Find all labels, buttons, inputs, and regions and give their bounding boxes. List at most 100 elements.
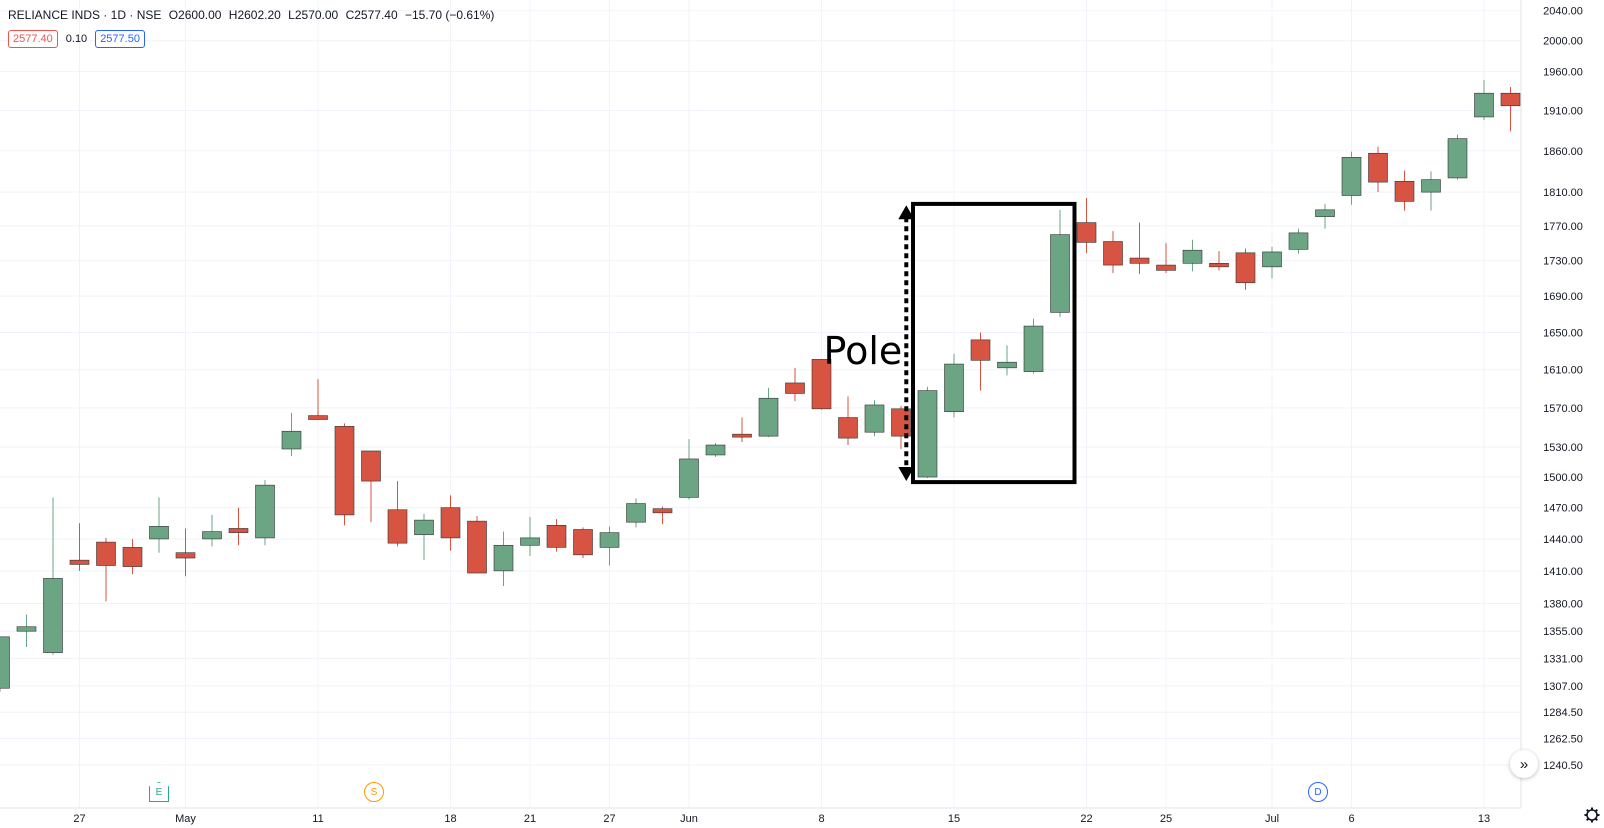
price-tick-label: 1240.50: [1543, 760, 1583, 772]
candle-body: [520, 537, 540, 546]
candle-body: [679, 458, 699, 498]
candle-up: [0, 636, 10, 692]
dividend-marker-icon[interactable]: D: [1308, 782, 1328, 802]
symbol-name[interactable]: RELIANCE INDS · 1D · NSE: [8, 8, 162, 22]
candle-down: [1500, 86, 1521, 132]
candle-up: [626, 498, 646, 528]
price-tick-label: 1910.00: [1543, 106, 1583, 118]
candle-up: [1421, 171, 1441, 211]
candle-down: [546, 519, 567, 552]
price-tick-label: 2040.00: [1543, 6, 1583, 18]
candle-up: [917, 386, 938, 479]
candle-body: [652, 508, 673, 514]
spread-value: 0.10: [65, 33, 88, 45]
candle-down: [652, 506, 673, 525]
candle-body: [387, 509, 408, 544]
high-value: H2602.20: [228, 8, 281, 22]
candle-body: [1050, 234, 1070, 313]
flag-pole-box: [911, 201, 1077, 485]
candle-body: [970, 339, 991, 361]
candle-body: [334, 426, 355, 516]
time-tick-label: 8: [818, 813, 824, 825]
candle-down: [440, 495, 461, 551]
candle-body: [361, 450, 381, 482]
buy-price-box[interactable]: 2577.50: [95, 30, 145, 48]
candle-down: [970, 332, 991, 391]
candle-body: [1103, 241, 1123, 266]
price-boxes: 2577.40 0.10 2577.50: [8, 30, 145, 48]
pole-arrow-head-down: [898, 467, 915, 482]
candle-body: [493, 544, 514, 572]
candle-up: [1262, 246, 1282, 279]
close-value: C2577.40: [345, 8, 398, 22]
price-tick-label: 1284.50: [1543, 707, 1583, 719]
grid-lines: [0, 0, 1521, 808]
candle-body: [281, 430, 302, 450]
candles: [0, 79, 1521, 692]
time-tick-label: 27: [603, 813, 615, 825]
time-tick-label: 13: [1478, 813, 1490, 825]
candle-body: [43, 578, 63, 653]
candle-up: [255, 480, 275, 546]
candle-down: [467, 515, 487, 574]
candle-body: [546, 525, 567, 548]
time-tick-label: 22: [1080, 813, 1092, 825]
price-tick-label: 2000.00: [1543, 36, 1583, 48]
gear-tooth: [1585, 808, 1590, 813]
candle-down: [361, 450, 381, 523]
candle-up: [43, 497, 63, 655]
gear-tooth: [1585, 817, 1590, 822]
candle-up: [1315, 203, 1335, 229]
price-tick-label: 1331.00: [1543, 653, 1583, 665]
candle-up: [16, 614, 37, 647]
candle-down: [1368, 146, 1388, 193]
open-value: O2600.00: [168, 8, 222, 22]
candle-body: [1315, 209, 1335, 217]
sell-price-box[interactable]: 2577.40: [8, 30, 58, 48]
candle-body: [175, 552, 196, 559]
price-tick-label: 1440.00: [1543, 534, 1583, 546]
candle-body: [69, 559, 90, 565]
price-tick-label: 1470.00: [1543, 503, 1583, 515]
scroll-to-realtime-button[interactable]: »: [1510, 750, 1538, 778]
candle-body: [1421, 179, 1441, 193]
candle-down: [1394, 170, 1415, 211]
price-tick-label: 1770.00: [1543, 221, 1583, 233]
candle-up: [414, 513, 434, 561]
candle-body: [997, 361, 1017, 369]
candle-up: [864, 400, 885, 437]
gear-tooth: [1594, 817, 1599, 822]
candle-body: [1129, 257, 1150, 264]
earnings-marker-icon[interactable]: E: [149, 782, 169, 802]
time-tick-label: 18: [444, 813, 456, 825]
price-tick-label: 1730.00: [1543, 256, 1583, 268]
candle-up: [1050, 209, 1070, 317]
candle-body: [785, 382, 805, 394]
candle-up: [1341, 151, 1362, 205]
candle-body: [1394, 180, 1415, 202]
candle-down: [838, 396, 858, 446]
gear-tooth: [1594, 808, 1599, 813]
price-tick-label: 1355.00: [1543, 626, 1583, 638]
price-tick-label: 1690.00: [1543, 291, 1583, 303]
price-tick-label: 1810.00: [1543, 187, 1583, 199]
candle-body: [1447, 138, 1468, 179]
price-tick-label: 1530.00: [1543, 442, 1583, 454]
candle-down: [1235, 248, 1256, 290]
time-tick-label: 6: [1348, 813, 1354, 825]
time-tick-label: 11: [312, 813, 323, 825]
candle-body: [1235, 252, 1256, 284]
candle-body: [122, 547, 143, 567]
candle-body: [96, 541, 116, 566]
candle-body: [944, 363, 964, 413]
candle-down: [308, 379, 328, 420]
candle-body: [0, 636, 10, 689]
settings-gear-icon[interactable]: [1584, 807, 1600, 823]
split-marker-icon[interactable]: S: [364, 782, 384, 802]
candle-body: [1023, 325, 1044, 372]
candle-body: [917, 390, 938, 478]
candle-up: [281, 412, 302, 456]
candle-body: [1341, 157, 1362, 196]
